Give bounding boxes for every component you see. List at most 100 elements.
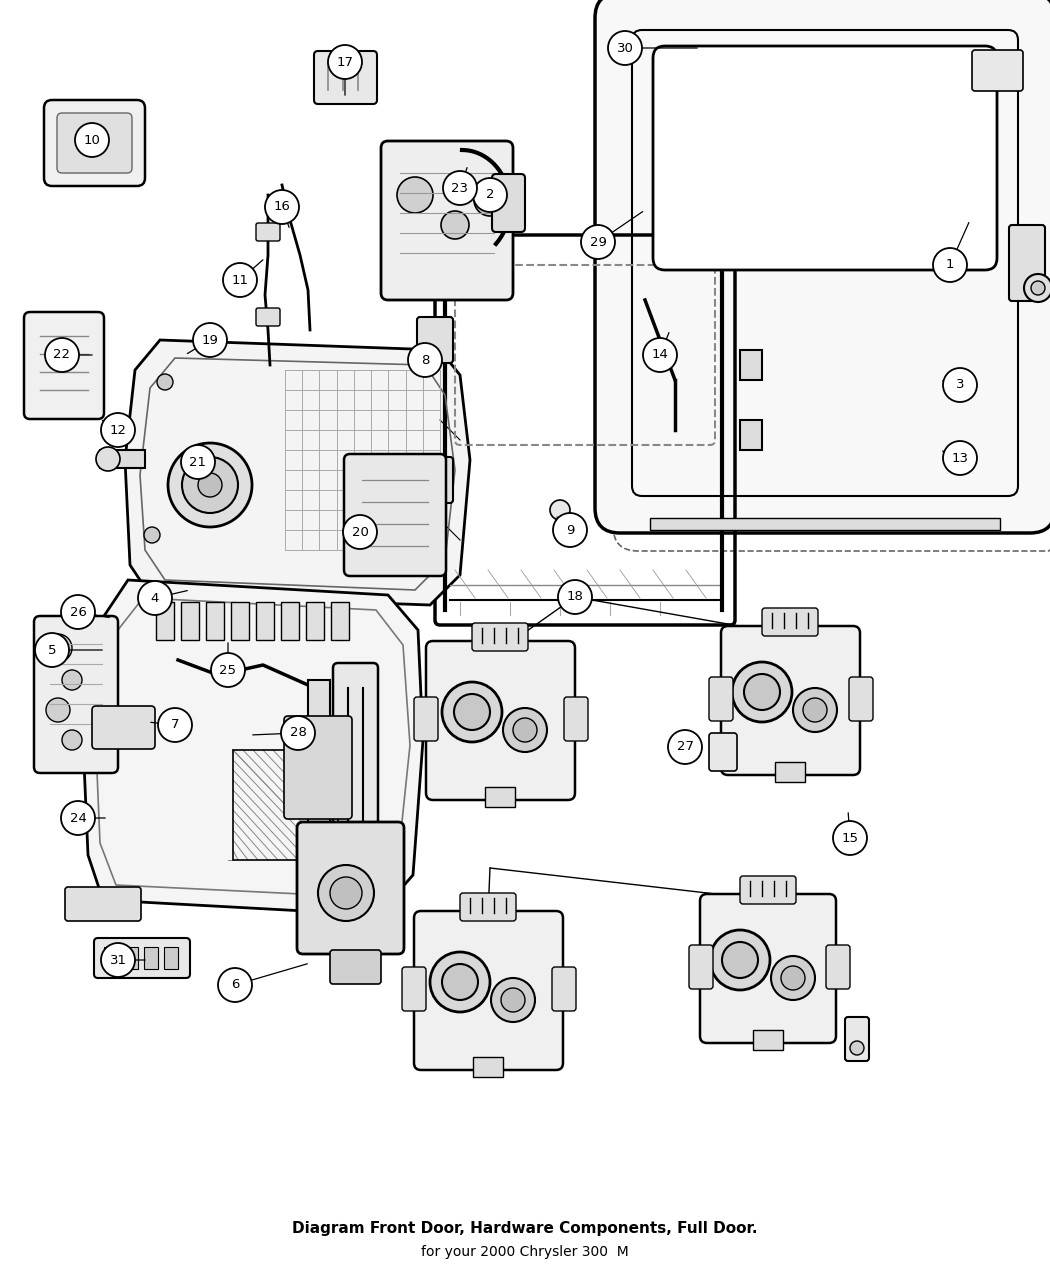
FancyBboxPatch shape	[314, 51, 377, 105]
Circle shape	[198, 473, 222, 497]
Bar	[485, 787, 514, 807]
FancyBboxPatch shape	[330, 950, 381, 984]
Bar	[156, 602, 174, 640]
Circle shape	[933, 249, 967, 282]
Circle shape	[343, 515, 377, 550]
Text: 18: 18	[567, 590, 584, 603]
Text: 1: 1	[946, 259, 954, 272]
Text: 7: 7	[171, 719, 180, 732]
Text: 31: 31	[109, 954, 126, 966]
FancyBboxPatch shape	[849, 677, 873, 720]
Circle shape	[181, 445, 215, 479]
Circle shape	[182, 456, 238, 513]
Circle shape	[330, 877, 362, 909]
FancyBboxPatch shape	[972, 50, 1023, 91]
Text: 15: 15	[841, 831, 859, 844]
Bar	[306, 602, 324, 640]
FancyBboxPatch shape	[417, 317, 453, 363]
Text: Diagram Front Door, Hardware Components, Full Door.: Diagram Front Door, Hardware Components,…	[292, 1220, 758, 1235]
Bar	[181, 602, 200, 640]
Circle shape	[46, 697, 70, 722]
Text: 10: 10	[84, 134, 101, 147]
Circle shape	[1031, 280, 1045, 295]
Circle shape	[328, 45, 362, 79]
FancyBboxPatch shape	[709, 733, 737, 771]
Circle shape	[144, 527, 160, 543]
Bar	[753, 1030, 783, 1051]
Text: 8: 8	[421, 353, 429, 366]
Bar	[233, 750, 338, 861]
FancyBboxPatch shape	[426, 641, 575, 799]
FancyBboxPatch shape	[284, 717, 352, 819]
Circle shape	[75, 122, 109, 157]
FancyBboxPatch shape	[92, 706, 155, 748]
FancyBboxPatch shape	[44, 99, 145, 186]
Bar	[124, 947, 138, 969]
FancyBboxPatch shape	[740, 876, 796, 904]
Text: 11: 11	[231, 274, 249, 287]
Circle shape	[943, 368, 976, 402]
Text: 5: 5	[47, 644, 57, 657]
Text: 17: 17	[336, 56, 354, 69]
Text: 13: 13	[951, 451, 968, 464]
Bar	[281, 602, 299, 640]
Text: for your 2000 Chrysler 300  M: for your 2000 Chrysler 300 M	[421, 1244, 629, 1258]
Circle shape	[454, 694, 490, 731]
FancyBboxPatch shape	[57, 113, 132, 173]
FancyBboxPatch shape	[297, 822, 404, 954]
Circle shape	[35, 632, 69, 667]
Circle shape	[503, 708, 547, 752]
FancyBboxPatch shape	[256, 309, 280, 326]
Bar	[740, 419, 762, 450]
Text: 24: 24	[69, 811, 86, 825]
Text: 20: 20	[352, 525, 369, 538]
Bar	[206, 602, 224, 640]
Text: 14: 14	[652, 348, 669, 362]
Circle shape	[45, 338, 79, 372]
FancyBboxPatch shape	[653, 46, 998, 270]
Text: 29: 29	[589, 236, 607, 249]
Text: 16: 16	[274, 200, 291, 213]
Bar	[164, 947, 179, 969]
Bar	[144, 947, 158, 969]
Text: 21: 21	[189, 455, 207, 468]
Circle shape	[553, 513, 587, 547]
Circle shape	[211, 653, 245, 687]
Bar	[104, 947, 118, 969]
Circle shape	[430, 952, 490, 1012]
FancyBboxPatch shape	[492, 173, 525, 232]
Circle shape	[397, 177, 433, 213]
Circle shape	[474, 184, 506, 215]
Circle shape	[771, 956, 815, 1000]
Bar	[472, 1057, 503, 1077]
Text: 3: 3	[956, 379, 964, 391]
Circle shape	[281, 717, 315, 750]
Circle shape	[732, 662, 792, 722]
Circle shape	[168, 442, 252, 527]
Circle shape	[722, 942, 758, 978]
Text: 23: 23	[452, 181, 468, 195]
FancyBboxPatch shape	[381, 142, 513, 300]
Circle shape	[101, 413, 135, 448]
Circle shape	[101, 944, 135, 977]
Circle shape	[193, 323, 227, 357]
Bar	[308, 680, 330, 861]
Circle shape	[62, 669, 82, 690]
Circle shape	[558, 580, 592, 615]
Circle shape	[61, 595, 94, 629]
Polygon shape	[83, 580, 423, 915]
Circle shape	[943, 441, 976, 476]
Bar	[650, 518, 1000, 530]
Polygon shape	[125, 340, 470, 606]
Text: 27: 27	[676, 741, 693, 754]
Circle shape	[710, 929, 770, 989]
Bar	[100, 450, 145, 468]
Bar	[740, 351, 762, 380]
FancyBboxPatch shape	[402, 966, 426, 1011]
Circle shape	[265, 190, 299, 224]
FancyBboxPatch shape	[460, 892, 516, 921]
Circle shape	[744, 674, 780, 710]
Circle shape	[443, 171, 477, 205]
Circle shape	[62, 731, 82, 750]
Circle shape	[61, 801, 94, 835]
